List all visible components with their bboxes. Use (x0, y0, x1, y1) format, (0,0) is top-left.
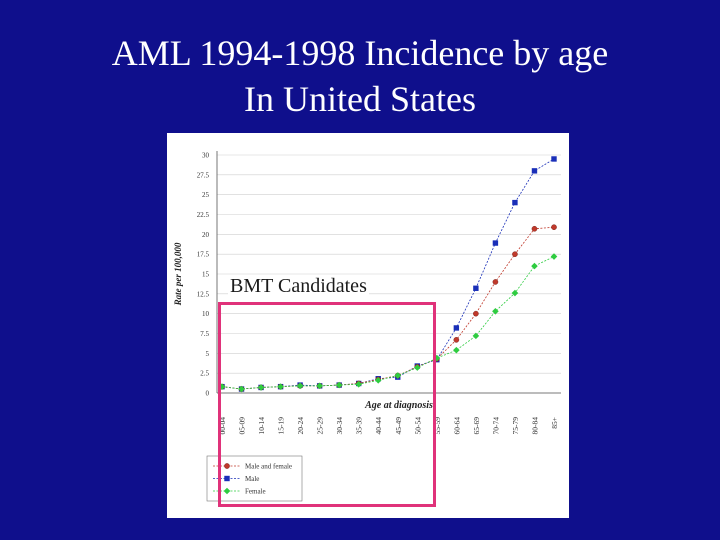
x-tick-label: 05-09 (238, 417, 247, 435)
x-tick-label: 45-49 (394, 417, 403, 435)
data-point (473, 285, 479, 291)
y-tick-label: 20 (202, 231, 210, 239)
legend-label: Male (245, 475, 259, 483)
data-point (257, 384, 265, 391)
y-tick-label: 22.5 (197, 211, 210, 219)
legend-marker (223, 487, 231, 495)
x-tick-label: 65-69 (472, 417, 481, 435)
data-point (472, 332, 480, 340)
slide-title-line2: In United States (244, 79, 476, 119)
y-tick-label: 10 (202, 310, 210, 318)
data-point (355, 380, 363, 388)
series-line-male (221, 158, 555, 390)
slide-title-line1: AML 1994-1998 Incidence by age (111, 33, 609, 73)
x-tick-label: 50-54 (413, 417, 422, 435)
data-point (492, 279, 499, 285)
x-tick-label: 00-04 (218, 417, 227, 435)
x-tick-label: 25-29 (316, 417, 325, 435)
x-tick-label: 70-74 (491, 417, 500, 435)
x-tick-label: 15-19 (277, 417, 286, 435)
data-point (394, 372, 402, 379)
legend-label: Male and female (245, 463, 292, 471)
x-tick-label: 80-84 (530, 417, 539, 435)
x-tick-label: 35-39 (355, 417, 364, 435)
chart-panel: 0 2.5 5 7.5 10 12.5 15 17.5 20 22.5 25 27.5 30 Rate p… (167, 133, 569, 518)
x-tick-label: 40-44 (374, 417, 383, 435)
data-point (473, 310, 479, 317)
data-point (453, 346, 460, 354)
x-axis-title: Age at diagnosis (364, 400, 433, 411)
data-point (492, 307, 499, 315)
data-point (511, 289, 519, 297)
y-tick-label: 25 (202, 191, 210, 199)
data-point (492, 240, 499, 246)
bmt-candidates-label: BMT Candidates (228, 275, 369, 298)
y-tick-label: 7.5 (200, 330, 209, 338)
data-point (531, 225, 538, 232)
data-point (413, 364, 421, 371)
x-tick-label: 60-64 (452, 417, 461, 435)
data-point (531, 168, 538, 174)
slide-title: AML 1994-1998 Incidence by age In United… (0, 30, 720, 122)
x-tick-label: 10-14 (257, 417, 266, 435)
data-point (335, 381, 343, 389)
x-tick-label: 55-59 (433, 417, 442, 435)
bmt-highlight-box (218, 302, 436, 507)
data-point (453, 325, 460, 331)
legend-marker (224, 463, 230, 469)
y-tick-label: 2.5 (200, 370, 209, 378)
data-point (296, 382, 304, 390)
data-point (277, 383, 284, 390)
y-tick-label: 5 (206, 350, 210, 358)
x-tick-label: 75-79 (511, 417, 520, 435)
x-tick-label: 85+ (550, 417, 559, 429)
y-tick-label: 12.5 (197, 290, 210, 298)
x-tick-label: 20-24 (296, 417, 305, 435)
y-tick-label: 17.5 (197, 251, 210, 259)
data-point (512, 251, 518, 257)
data-point (238, 385, 245, 393)
series-line-male-and-female (221, 226, 555, 390)
data-point (453, 337, 460, 343)
y-tick-label: 15 (202, 271, 210, 279)
y-tick-label: 27.5 (197, 171, 210, 179)
x-tick-label: 30-34 (335, 417, 344, 435)
y-axis-title: Rate per 100,000 (173, 242, 183, 306)
y-tick-label: 30 (202, 152, 210, 160)
data-point (551, 224, 557, 230)
data-point (316, 382, 323, 390)
data-point (374, 377, 382, 384)
y-tick-label: 0 (206, 390, 210, 398)
incidence-line-chart: 0 2.5 5 7.5 10 12.5 15 17.5 20 22.5 25 27.5 30 Rate p… (173, 151, 561, 502)
data-point (512, 199, 518, 206)
data-point (218, 383, 226, 390)
legend-label: Female (245, 488, 266, 496)
data-point (551, 156, 557, 162)
legend-marker (224, 475, 230, 482)
data-point (531, 262, 538, 270)
legend-box (206, 455, 303, 502)
